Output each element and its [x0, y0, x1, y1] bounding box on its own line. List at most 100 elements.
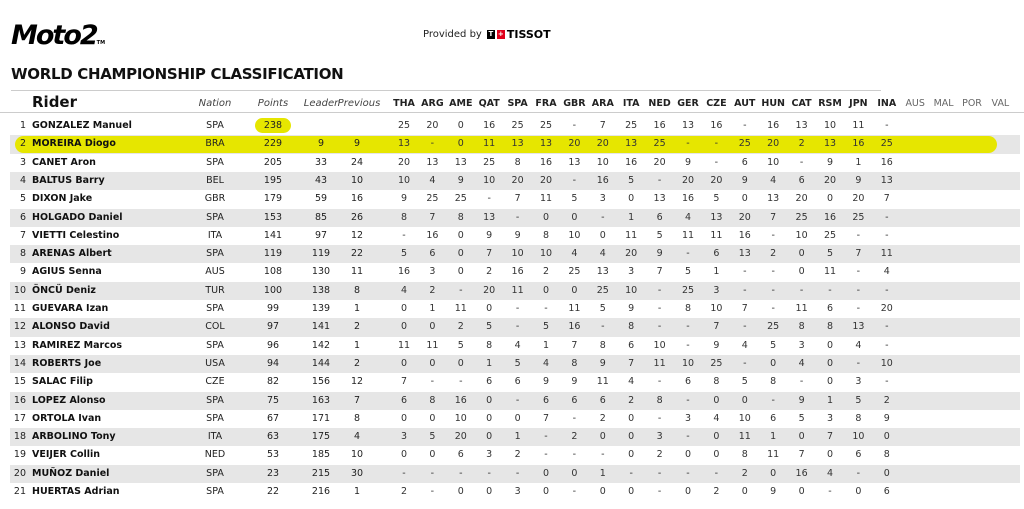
table-row[interactable]: 15 SALAC Filip CZE 82 156 12 7 - - 6 6 9 9 11 4 - 6 8 5 8 - 0…: [0, 373, 1024, 391]
race-result-ina: -: [885, 284, 889, 296]
race-result-rsm: 0: [826, 193, 834, 205]
race-result-jpn: 6: [855, 449, 862, 461]
table-row[interactable]: 9 AGIUS Senna AUS 108 130 11 16 3 0 2 16 2 25 13 3 7 5 1 -…: [0, 263, 1024, 281]
race-result-hun: 4: [770, 174, 777, 186]
race-result-tha: 6: [400, 394, 408, 406]
gap-to-previous: 8: [353, 412, 361, 424]
race-result-ned: 6: [656, 211, 663, 223]
rider-name: GUEVARA Izan: [32, 303, 109, 314]
race-result-ina: -: [885, 229, 889, 241]
table-row[interactable]: 11 GUEVARA Izan SPA 99 139 1 0 1 11 0- -11 5 9-8 10 7-…: [0, 300, 1024, 318]
race-result-gbr: -: [572, 174, 577, 186]
table-row[interactable]: 8 ARENAS Albert SPA 119 119 22 5 6 0 7 10 10 4 4 20 9-6…: [0, 245, 1024, 264]
rider-name: DIXON Jake: [32, 193, 93, 205]
race-result-ita: 0: [628, 486, 635, 497]
race-result-rsm: 3: [826, 412, 834, 424]
race-result-ger: -: [686, 339, 690, 351]
table-row[interactable]: 12 ALONSO David COL 97 141 2 0 0 2 5-5 16-8- -7-25 8…: [0, 318, 1024, 337]
race-result-ita: 0: [628, 193, 635, 205]
gap-to-leader: 130: [311, 266, 331, 278]
race-result-ita: -: [629, 467, 633, 479]
race-result-ame: 0: [457, 138, 464, 150]
race-result-fra: -: [544, 303, 548, 314]
race-result-ara: 25: [596, 284, 609, 296]
race-result-hun: 10: [767, 156, 780, 168]
race-result-aut: 9: [741, 174, 748, 186]
position: 11: [13, 303, 26, 314]
table-row[interactable]: 19 VEIJER Collin NED 53 185 10 0 0 6 3 2 - - - 0 2 0 0 8 11…: [0, 446, 1024, 464]
race-result-aut: -: [743, 357, 747, 369]
race-result-spa: -: [515, 211, 520, 223]
table-row[interactable]: 3 CANET Aron SPA 205 33 24 20 13 13 25 8 16 13 10 16 20…: [0, 154, 1024, 172]
col-race-gbr: GBR: [563, 98, 586, 109]
race-result-rsm: 13: [823, 138, 837, 150]
race-result-arg: 25: [426, 193, 439, 205]
race-result-fra: 2: [542, 266, 550, 278]
race-result-ina: 13: [880, 174, 893, 186]
race-result-ara: 2: [599, 412, 606, 424]
race-result-ita: 5: [628, 174, 635, 186]
race-result-ina: -: [885, 321, 889, 333]
gap-to-leader: 144: [311, 357, 331, 369]
race-result-ger: -: [686, 467, 690, 479]
rider-name: HOLGADO Daniel: [32, 211, 123, 223]
race-result-ame: 25: [454, 193, 467, 205]
rider-name: MUÑOZ Daniel: [32, 467, 110, 479]
race-result-rsm: 0: [826, 339, 834, 351]
race-result-ita: 7: [628, 357, 635, 369]
gap-to-previous: 12: [350, 229, 364, 241]
race-result-ger: 11: [681, 229, 695, 241]
race-result-qat: 1: [486, 357, 493, 369]
race-result-ara: 16: [596, 174, 609, 186]
table-row[interactable]: 1 GONZALEZ Manuel SPA 238 25 20 0 16 25 25 - 7 25 16 1…: [0, 117, 1024, 135]
table-row[interactable]: 7 VIETTI Celestino ITA 141 97 12 - 16 0 9 9 8 10 0 11 5…: [0, 227, 1024, 245]
race-result-cze: 16: [710, 120, 723, 131]
race-result-ame: -: [459, 467, 463, 479]
race-result-aut: 20: [738, 211, 751, 223]
col-race-jpn: JPN: [849, 98, 868, 109]
points: 238: [255, 118, 291, 133]
table-row[interactable]: 14 ROBERTS Joe USA 94 144 2 0 0 0 1 5 4 8 9 7 11 10 25 - 0 4…: [0, 354, 1024, 374]
points: 23: [266, 467, 280, 479]
logo-text: Moto2: [11, 20, 99, 51]
race-result-gbr: 25: [568, 266, 581, 278]
nation: CZE: [205, 376, 225, 388]
position: 4: [19, 174, 26, 186]
race-result-hun: -: [771, 303, 775, 314]
race-result-ara: 10: [596, 156, 609, 168]
rider-name: RAMIREZ Marcos: [32, 339, 123, 351]
race-result-fra: 7: [542, 412, 550, 424]
race-result-ned: 9: [656, 248, 663, 260]
race-result-spa: 4: [514, 339, 521, 351]
race-result-rsm: 0: [826, 376, 834, 388]
race-result-aut: 11: [738, 431, 751, 443]
col-race-mal: MAL: [933, 98, 954, 109]
table-row[interactable]: 18 ARBOLINO Tony ITA 63 175 4 3 5 20 0 1-2 0 0 3-0 11 1…: [0, 428, 1024, 447]
table-row[interactable]: 21 HUERTAS Adrian SPA 22 216 1 2 - 0 0 3 0 - 0 0 - 0 2 0 9 0…: [0, 483, 1024, 501]
table-row[interactable]: 6 HOLGADO Daniel SPA 153 85 26 8 7 8 13-0 0-1 6 4 13 2…: [0, 208, 1024, 228]
table-row[interactable]: 2 MOREIRA Diogo BRA 229 9 9 13 - 0 11 13 13 20 20 13 25…: [0, 135, 1024, 154]
race-result-ned: 13: [653, 193, 666, 205]
table-row[interactable]: 17 ORTOLA Ivan SPA 67 171 8 0 0 10 0 0 7 - 2 0 - 3 4 10 6 5 3…: [0, 410, 1024, 428]
race-result-arg: 5: [429, 431, 436, 443]
gap-to-leader: 97: [314, 229, 328, 241]
rider-name: GONZALEZ Manuel: [32, 120, 132, 131]
table-row[interactable]: 10 ÖNCÜ Deniz TUR 100 138 8 4 2 - 20 11 0 0 25 10 - 25 3 -…: [0, 281, 1024, 301]
points: 82: [266, 376, 280, 388]
race-result-tha: 0: [400, 357, 408, 369]
race-result-ame: 16: [454, 394, 467, 406]
col-race-ame: AME: [449, 98, 473, 109]
col-points: Points: [257, 98, 289, 109]
race-result-hun: 5: [770, 339, 777, 351]
table-row[interactable]: 13 RAMIREZ Marcos SPA 96 142 1 11 11 5 8 4 1 7 8 6 10-9…: [0, 337, 1024, 355]
race-result-ned: -: [657, 486, 662, 497]
table-row[interactable]: 20 MUÑOZ Daniel SPA 23 215 30- - - - -0 0 1- - - -2 0 16…: [0, 464, 1024, 484]
race-result-tha: 0: [400, 321, 408, 333]
table-row[interactable]: 4 BALTUS Barry BEL 195 43 10 10 4 9 10 20 20 - 16 5 - 20…: [0, 171, 1024, 191]
table-row[interactable]: 5 DIXON Jake GBR 179 59 16 9 25 25 - 7 11 5 3 0 13 16 5 0 1…: [0, 190, 1024, 208]
race-result-spa: 9: [514, 229, 521, 241]
table-row[interactable]: 16 LOPEZ Alonso SPA 75 163 7 6 8 16 0 - 6 6 6 2 8 - 0 0 - 9 1…: [0, 391, 1024, 411]
race-result-rsm: -: [828, 486, 832, 497]
swiss-cross-icon: +: [496, 30, 505, 39]
points: 195: [263, 174, 283, 186]
